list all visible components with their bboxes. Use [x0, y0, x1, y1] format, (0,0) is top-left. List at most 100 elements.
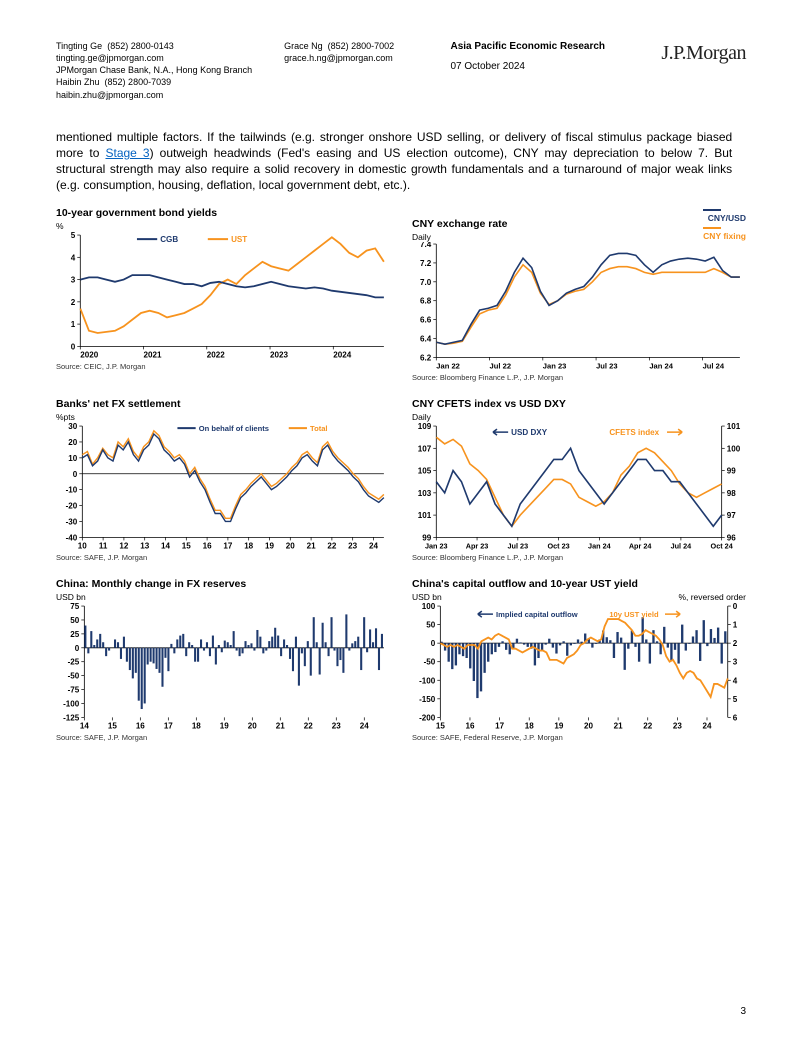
svg-text:101: 101: [418, 511, 432, 520]
svg-text:20: 20: [584, 721, 593, 730]
author-email: grace.h.ng@jpmorgan.com: [284, 52, 394, 64]
svg-text:11: 11: [99, 541, 108, 550]
svg-text:16: 16: [136, 721, 145, 730]
header-dept: Asia Pacific Economic Research 07 Octobe…: [451, 40, 606, 101]
chart-sub: %pts: [56, 412, 390, 422]
svg-text:103: 103: [418, 488, 432, 497]
svg-text:6: 6: [733, 713, 738, 722]
svg-text:Jan 23: Jan 23: [543, 361, 567, 370]
svg-text:Jul 23: Jul 23: [596, 361, 617, 370]
chart-sub: Daily: [412, 232, 508, 242]
svg-text:0: 0: [73, 469, 78, 478]
svg-text:17: 17: [223, 541, 232, 550]
svg-text:7.2: 7.2: [420, 258, 432, 267]
svg-text:6.8: 6.8: [420, 296, 432, 305]
svg-text:18: 18: [525, 721, 534, 730]
svg-text:101: 101: [727, 422, 741, 431]
svg-text:Apr 23: Apr 23: [466, 541, 489, 550]
svg-text:99: 99: [727, 466, 736, 475]
chart-bond-yields: 10-year government bond yields % 0123452…: [56, 207, 390, 381]
chart-source: Source: Bloomberg Finance L.P., J.P. Mor…: [412, 373, 746, 382]
svg-text:15: 15: [108, 721, 117, 730]
svg-text:-50: -50: [68, 671, 80, 680]
svg-text:17: 17: [495, 721, 504, 730]
chart-title: Banks' net FX settlement: [56, 398, 390, 410]
svg-text:Jan 24: Jan 24: [649, 361, 673, 370]
svg-text:-30: -30: [66, 517, 78, 526]
svg-text:75: 75: [70, 602, 79, 611]
svg-text:24: 24: [702, 721, 711, 730]
author-name: Haibin Zhu: [56, 77, 100, 87]
svg-text:-100: -100: [419, 676, 436, 685]
svg-text:Total: Total: [310, 424, 328, 433]
svg-text:-20: -20: [66, 501, 78, 510]
chart-title: CNY CFETS index vs USD DXY: [412, 398, 746, 410]
svg-text:-40: -40: [66, 533, 78, 542]
svg-text:17: 17: [164, 721, 173, 730]
svg-text:107: 107: [418, 444, 432, 453]
svg-text:-100: -100: [63, 699, 80, 708]
svg-text:21: 21: [614, 721, 623, 730]
author-name: Grace Ng: [284, 41, 323, 51]
author-email: haibin.zhu@jpmorgan.com: [56, 89, 252, 101]
stage3-link[interactable]: Stage 3: [105, 146, 149, 160]
svg-text:23: 23: [673, 721, 682, 730]
svg-text:50: 50: [70, 616, 79, 625]
svg-text:0: 0: [71, 343, 76, 352]
svg-text:2: 2: [733, 639, 738, 648]
svg-text:6.2: 6.2: [420, 353, 432, 362]
svg-text:-200: -200: [419, 713, 436, 722]
svg-text:21: 21: [307, 541, 316, 550]
svg-text:21: 21: [276, 721, 285, 730]
svg-text:4: 4: [71, 254, 76, 263]
svg-text:19: 19: [220, 721, 229, 730]
header: Tingting Ge (852) 2800-0143 tingting.ge@…: [56, 40, 746, 101]
svg-text:20: 20: [248, 721, 257, 730]
svg-text:14: 14: [161, 541, 170, 550]
svg-text:1: 1: [71, 321, 76, 330]
chart-svg: 01234520202021202220232024CGBUST: [56, 231, 390, 363]
svg-text:105: 105: [418, 466, 432, 475]
author-name: Tingting Ge: [56, 41, 102, 51]
author-phone: (852) 2800-7002: [328, 41, 395, 51]
svg-text:18: 18: [192, 721, 201, 730]
chart-title: 10-year government bond yields: [56, 207, 390, 219]
page-number: 3: [740, 1006, 746, 1017]
chart-source: Source: SAFE, J.P. Morgan: [56, 553, 390, 562]
charts-grid: 10-year government bond yields % 0123452…: [56, 207, 746, 741]
chart-cny-rate: CNY exchange rate Daily CNY/USD CNY fixi…: [412, 207, 746, 381]
svg-text:19: 19: [265, 541, 274, 550]
svg-text:-125: -125: [63, 713, 80, 722]
header-authors: Tingting Ge (852) 2800-0143 tingting.ge@…: [56, 40, 394, 101]
svg-text:CGB: CGB: [160, 236, 178, 245]
svg-text:USD DXY: USD DXY: [511, 428, 548, 437]
report-date: 07 October 2024: [451, 60, 606, 74]
svg-text:12: 12: [119, 541, 128, 550]
svg-text:10y UST yield: 10y UST yield: [609, 610, 659, 619]
svg-text:2: 2: [71, 298, 76, 307]
body-paragraph: mentioned multiple factors. If the tailw…: [56, 129, 732, 194]
chart-svg: 9910110310510710996979899100101Jan 23Apr…: [412, 422, 746, 554]
svg-text:13: 13: [140, 541, 149, 550]
svg-text:100: 100: [727, 444, 741, 453]
svg-text:Jan 23: Jan 23: [425, 541, 448, 550]
dept-name: Asia Pacific Economic Research: [451, 40, 606, 54]
chart-title: China: Monthly change in FX reserves: [56, 578, 390, 590]
chart-source: Source: Bloomberg Finance L.P., J.P. Mor…: [412, 553, 746, 562]
svg-text:-25: -25: [68, 657, 80, 666]
svg-text:109: 109: [418, 422, 432, 431]
author-email: tingting.ge@jpmorgan.com: [56, 52, 252, 64]
svg-text:Jul 24: Jul 24: [703, 361, 725, 370]
svg-text:-50: -50: [424, 657, 436, 666]
chart-svg: -125-100-75-50-2502550751415161718192021…: [56, 602, 390, 734]
svg-text:97: 97: [727, 511, 736, 520]
svg-text:0: 0: [431, 639, 436, 648]
svg-text:50: 50: [426, 620, 435, 629]
svg-text:Oct 24: Oct 24: [711, 541, 733, 550]
svg-text:2022: 2022: [207, 351, 225, 360]
svg-text:7.0: 7.0: [420, 277, 432, 286]
svg-text:Jan 24: Jan 24: [588, 541, 611, 550]
svg-text:23: 23: [332, 721, 341, 730]
svg-text:24: 24: [360, 721, 369, 730]
chart-sub: USD bn: [56, 592, 390, 602]
